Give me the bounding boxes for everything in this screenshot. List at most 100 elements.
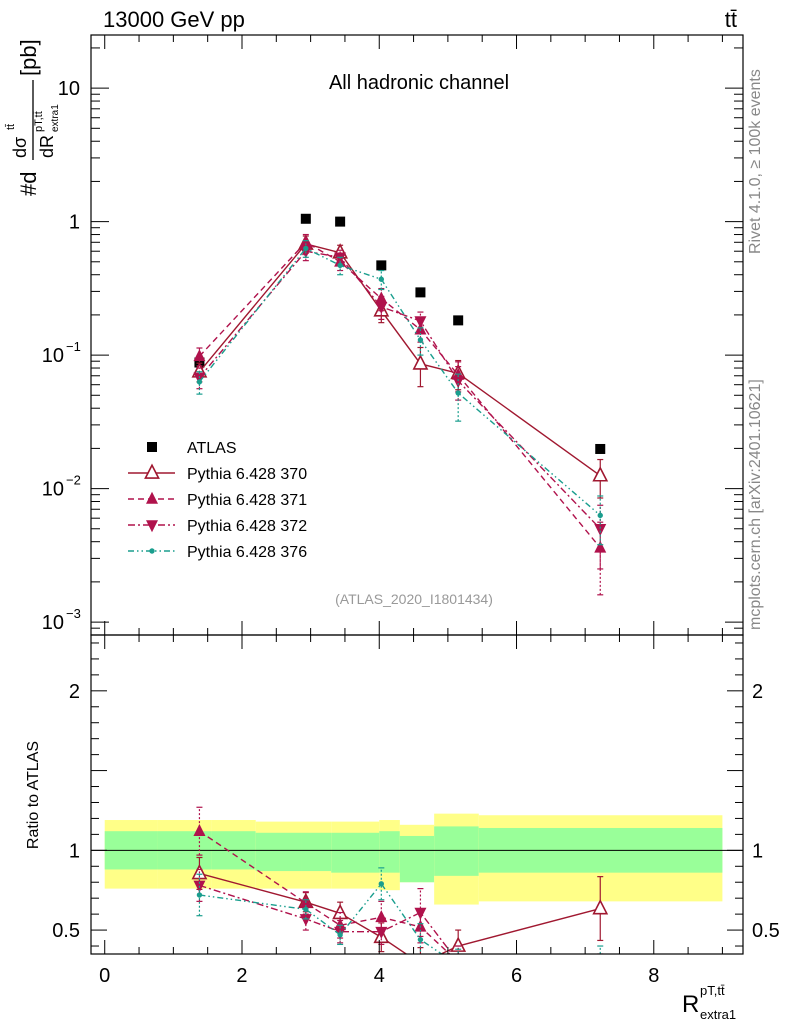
main-point: [196, 379, 203, 385]
analysis-tag: (ATLAS_2020_I1801434): [335, 591, 493, 607]
legend-marker: [146, 520, 158, 533]
main-point: [375, 302, 388, 315]
ratio-point: [452, 955, 464, 967]
ratio-band-inner: [255, 832, 302, 872]
x-label-sub: extra1: [700, 1007, 736, 1022]
main-point: [414, 316, 427, 329]
ratio-point: [592, 898, 609, 915]
ratio-point: [598, 959, 603, 964]
ratio-y-tick-label-right: 1: [752, 840, 763, 862]
ratio-point: [414, 907, 427, 920]
y-label-prefix: #d: [16, 172, 41, 196]
main-point: [455, 390, 461, 396]
main-point: [193, 349, 206, 362]
y-label-unit: [pb]: [16, 39, 41, 76]
y-label-denominator-sub: extra1: [50, 104, 61, 132]
x-label-sup: pT,tt̄: [700, 983, 725, 998]
ratio-point: [455, 962, 460, 967]
main-point: [417, 337, 424, 343]
y-tick-label: 10: [58, 78, 80, 100]
main-point: [415, 287, 426, 298]
y-tick-exponent: −1: [66, 339, 81, 354]
main-point: [376, 260, 387, 271]
x-tick-label: 2: [236, 965, 247, 987]
ratio-band-inner: [331, 832, 380, 873]
legend-label: ATLAS: [187, 440, 237, 457]
y-tick-exponent: −3: [66, 606, 81, 621]
ratio-point: [375, 926, 388, 939]
ratio-axes: 0.5 0.5 1 1 2 2 0 2 4 6 8: [52, 635, 780, 987]
ratio-point: [452, 957, 464, 969]
ratio-point: [196, 892, 203, 898]
main-point: [375, 291, 388, 304]
main-point: [337, 262, 343, 269]
chart-title: All hadronic channel: [329, 72, 509, 94]
ratio-plot-frame: [90, 634, 744, 955]
legend-item: Pythia 6.428 376: [128, 544, 307, 561]
legend-marker: [144, 463, 160, 479]
legend-marker: [147, 442, 157, 452]
main-point: [378, 276, 385, 282]
main-point: [597, 512, 603, 519]
x-axis-label: R pT,tt̄ extra1: [682, 983, 736, 1022]
main-series-line: [198, 250, 601, 530]
legend: ATLAS Pythia 6.428 370 Pythia 6.428 371 Pyt…: [128, 440, 307, 561]
ratio-point: [417, 936, 424, 943]
ratio-point: [414, 956, 427, 969]
main-series-4: [196, 240, 604, 546]
main-series-1: [191, 234, 609, 499]
y-tick-exponent: −2: [66, 473, 81, 488]
main-series-2: [193, 233, 607, 596]
y-tick-label: 10: [42, 345, 64, 367]
x-tick-label: 0: [99, 965, 110, 987]
ratio-y-tick-label-right: 0.5: [752, 920, 780, 942]
rivet-label: Rivet 4.1.0, ≥ 100k events: [747, 69, 764, 254]
main-point: [595, 443, 606, 454]
main-point: [412, 354, 429, 370]
main-point: [594, 540, 607, 553]
ratio-point: [193, 823, 206, 836]
ratio-band-inner: [301, 832, 332, 872]
legend-label: Pythia 6.428 370: [187, 466, 307, 483]
legend-label: Pythia 6.428 376: [187, 544, 307, 561]
y-tick-label: 1: [69, 212, 80, 234]
ratio-point: [594, 965, 606, 977]
ratio-band-inner: [379, 831, 400, 873]
ratio-band-inner: [399, 835, 435, 883]
main-point: [594, 523, 607, 536]
legend-label: Pythia 6.428 372: [187, 518, 307, 535]
ratio-band-inner: [434, 826, 479, 876]
y-tick-label: 10: [42, 479, 64, 501]
x-label-base: R: [682, 991, 699, 1018]
main-point: [592, 466, 609, 482]
legend-marker: [149, 548, 155, 554]
main-series-0: [194, 213, 606, 454]
legend-item: Pythia 6.428 370: [128, 463, 307, 483]
main-y-label: #d dσ tt̄ dR pT,tt̄ extra1 [pb]: [5, 39, 61, 196]
ratio-plot-marks: [191, 806, 609, 986]
ratio-point: [594, 974, 606, 986]
x-tick-label: 4: [374, 965, 385, 987]
legend-item: ATLAS: [147, 440, 237, 457]
main-point: [453, 315, 464, 326]
ratio-y-tick-label: 0.5: [52, 920, 80, 942]
legend-label: Pythia 6.428 371: [187, 492, 307, 509]
ratio-point: [299, 914, 312, 927]
main-point: [452, 376, 465, 389]
process-label: tt̄: [725, 7, 737, 32]
y-label-denominator: dR: [37, 135, 57, 158]
ratio-point: [303, 906, 309, 913]
main-series-line: [198, 243, 601, 477]
ratio-point: [378, 881, 385, 887]
ratio-y-tick-label-right: 2: [752, 681, 763, 703]
main-point: [335, 216, 346, 227]
main-point: [303, 245, 309, 252]
main-plot-marks: [191, 213, 609, 596]
ratio-y-tick-label: 2: [69, 681, 80, 703]
y-label-numerator-sup: tt̄: [5, 124, 17, 130]
y-tick-label: 10: [42, 612, 64, 634]
ratio-bands: [91, 813, 743, 905]
legend-item: Pythia 6.428 371: [128, 491, 307, 509]
